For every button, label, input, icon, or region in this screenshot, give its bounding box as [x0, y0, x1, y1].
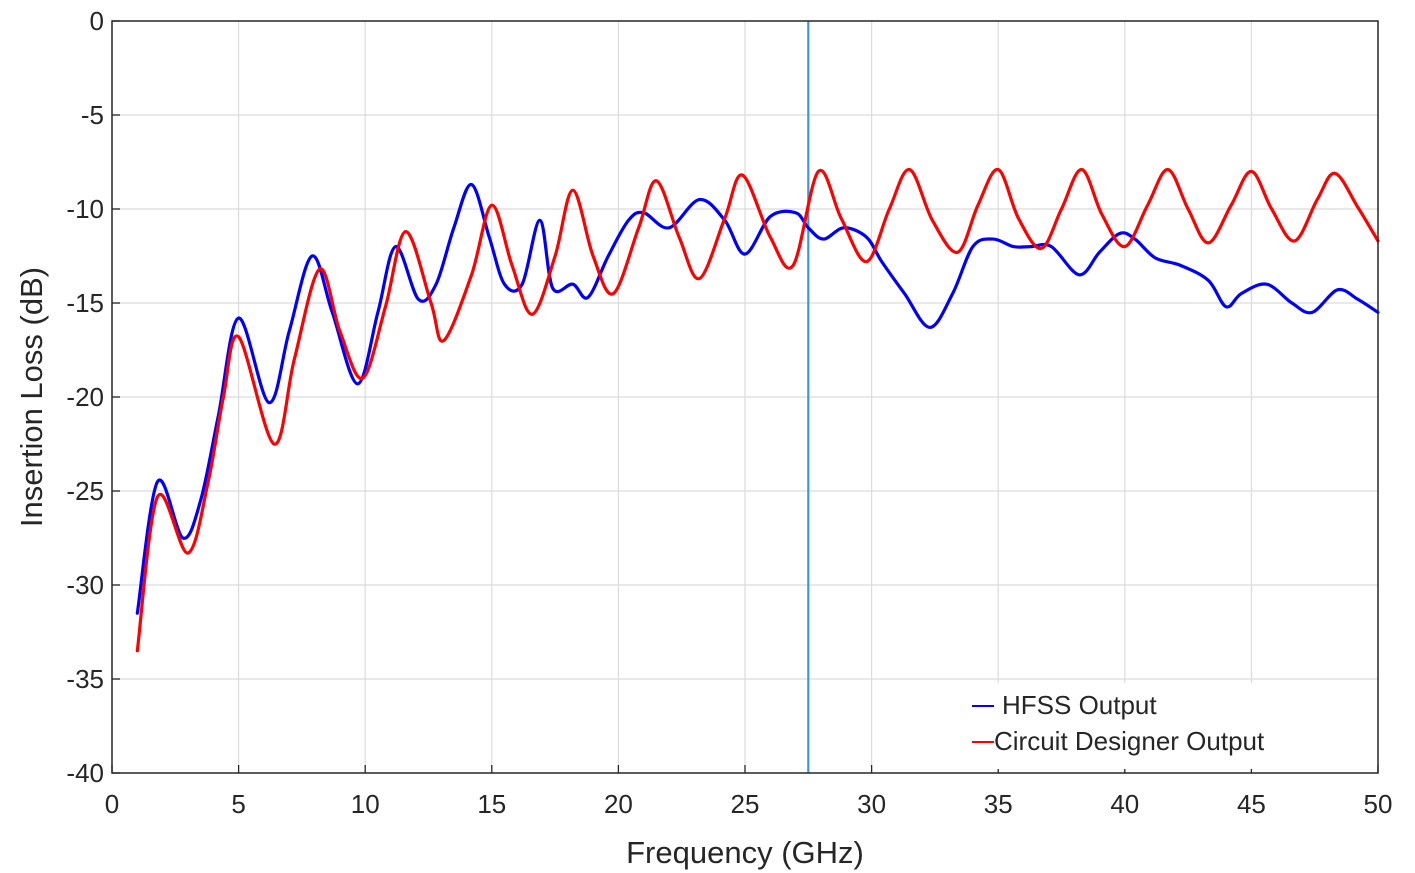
x-tick-label: 5 — [231, 789, 245, 819]
x-axis-ticks: 0 5 10 15 20 25 30 35 40 45 50 — [105, 765, 1393, 819]
series-line-circuit-designer — [135, 167, 1380, 653]
x-tick-label: 40 — [1110, 789, 1139, 819]
x-tick-label: 20 — [604, 789, 633, 819]
y-tick-label: -15 — [66, 288, 104, 318]
legend-box — [950, 683, 1375, 769]
x-tick-label: 10 — [351, 789, 380, 819]
x-tick-label: 15 — [477, 789, 506, 819]
y-tick-label: -20 — [66, 382, 104, 412]
x-tick-label: 30 — [857, 789, 886, 819]
y-tick-label: -25 — [66, 476, 104, 506]
y-tick-label: -30 — [66, 570, 104, 600]
legend: HFSS Output Circuit Designer Output — [950, 683, 1375, 769]
y-tick-label: -40 — [66, 758, 104, 788]
y-axis-label: Insertion Loss (dB) — [14, 267, 49, 527]
y-axis-ticks: 0 -5 -10 -15 -20 -25 -30 -35 -40 — [66, 6, 120, 788]
y-tick-label: -5 — [81, 100, 104, 130]
x-tick-label: 50 — [1364, 789, 1393, 819]
x-tick-label: 25 — [731, 789, 760, 819]
x-axis-label: Frequency (GHz) — [626, 835, 864, 870]
series-group — [135, 167, 1380, 653]
legend-label-circuit: Circuit Designer Output — [994, 726, 1265, 756]
grid — [112, 21, 1378, 773]
x-tick-label: 35 — [984, 789, 1013, 819]
legend-label-hfss: HFSS Output — [1002, 690, 1157, 720]
x-tick-label: 45 — [1237, 789, 1266, 819]
y-tick-label: -35 — [66, 664, 104, 694]
x-tick-label: 0 — [105, 789, 119, 819]
y-tick-label: -10 — [66, 194, 104, 224]
y-tick-label: 0 — [90, 6, 104, 36]
series-line-hfss — [135, 182, 1380, 615]
